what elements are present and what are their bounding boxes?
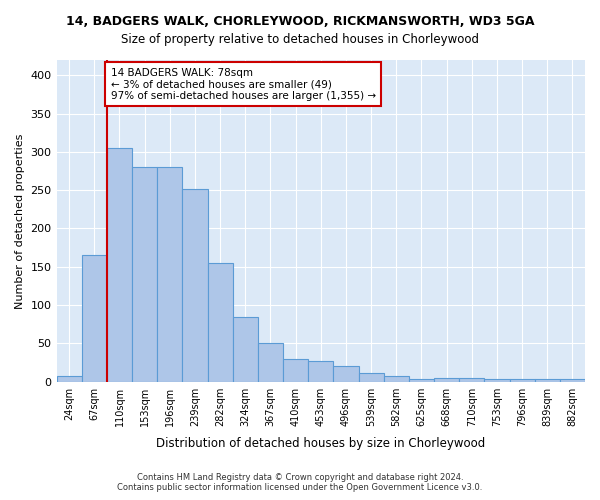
- Bar: [560, 380, 585, 382]
- Bar: [383, 376, 409, 382]
- Bar: [132, 167, 157, 382]
- Bar: [258, 344, 283, 382]
- Bar: [308, 361, 334, 382]
- Text: Contains HM Land Registry data © Crown copyright and database right 2024.
Contai: Contains HM Land Registry data © Crown c…: [118, 473, 482, 492]
- Text: Size of property relative to detached houses in Chorleywood: Size of property relative to detached ho…: [121, 32, 479, 46]
- X-axis label: Distribution of detached houses by size in Chorleywood: Distribution of detached houses by size …: [156, 437, 485, 450]
- Bar: [484, 378, 509, 382]
- Bar: [409, 378, 434, 382]
- Bar: [82, 256, 107, 382]
- Bar: [283, 358, 308, 382]
- Bar: [56, 376, 82, 382]
- Text: 14 BADGERS WALK: 78sqm
← 3% of detached houses are smaller (49)
97% of semi-deta: 14 BADGERS WALK: 78sqm ← 3% of detached …: [110, 68, 376, 101]
- Bar: [359, 373, 383, 382]
- Bar: [459, 378, 484, 382]
- Bar: [509, 380, 535, 382]
- Bar: [233, 316, 258, 382]
- Text: 14, BADGERS WALK, CHORLEYWOOD, RICKMANSWORTH, WD3 5GA: 14, BADGERS WALK, CHORLEYWOOD, RICKMANSW…: [66, 15, 534, 28]
- Bar: [434, 378, 459, 382]
- Y-axis label: Number of detached properties: Number of detached properties: [15, 133, 25, 308]
- Bar: [334, 366, 359, 382]
- Bar: [157, 167, 182, 382]
- Bar: [182, 188, 208, 382]
- Bar: [208, 263, 233, 382]
- Bar: [535, 378, 560, 382]
- Bar: [107, 148, 132, 382]
